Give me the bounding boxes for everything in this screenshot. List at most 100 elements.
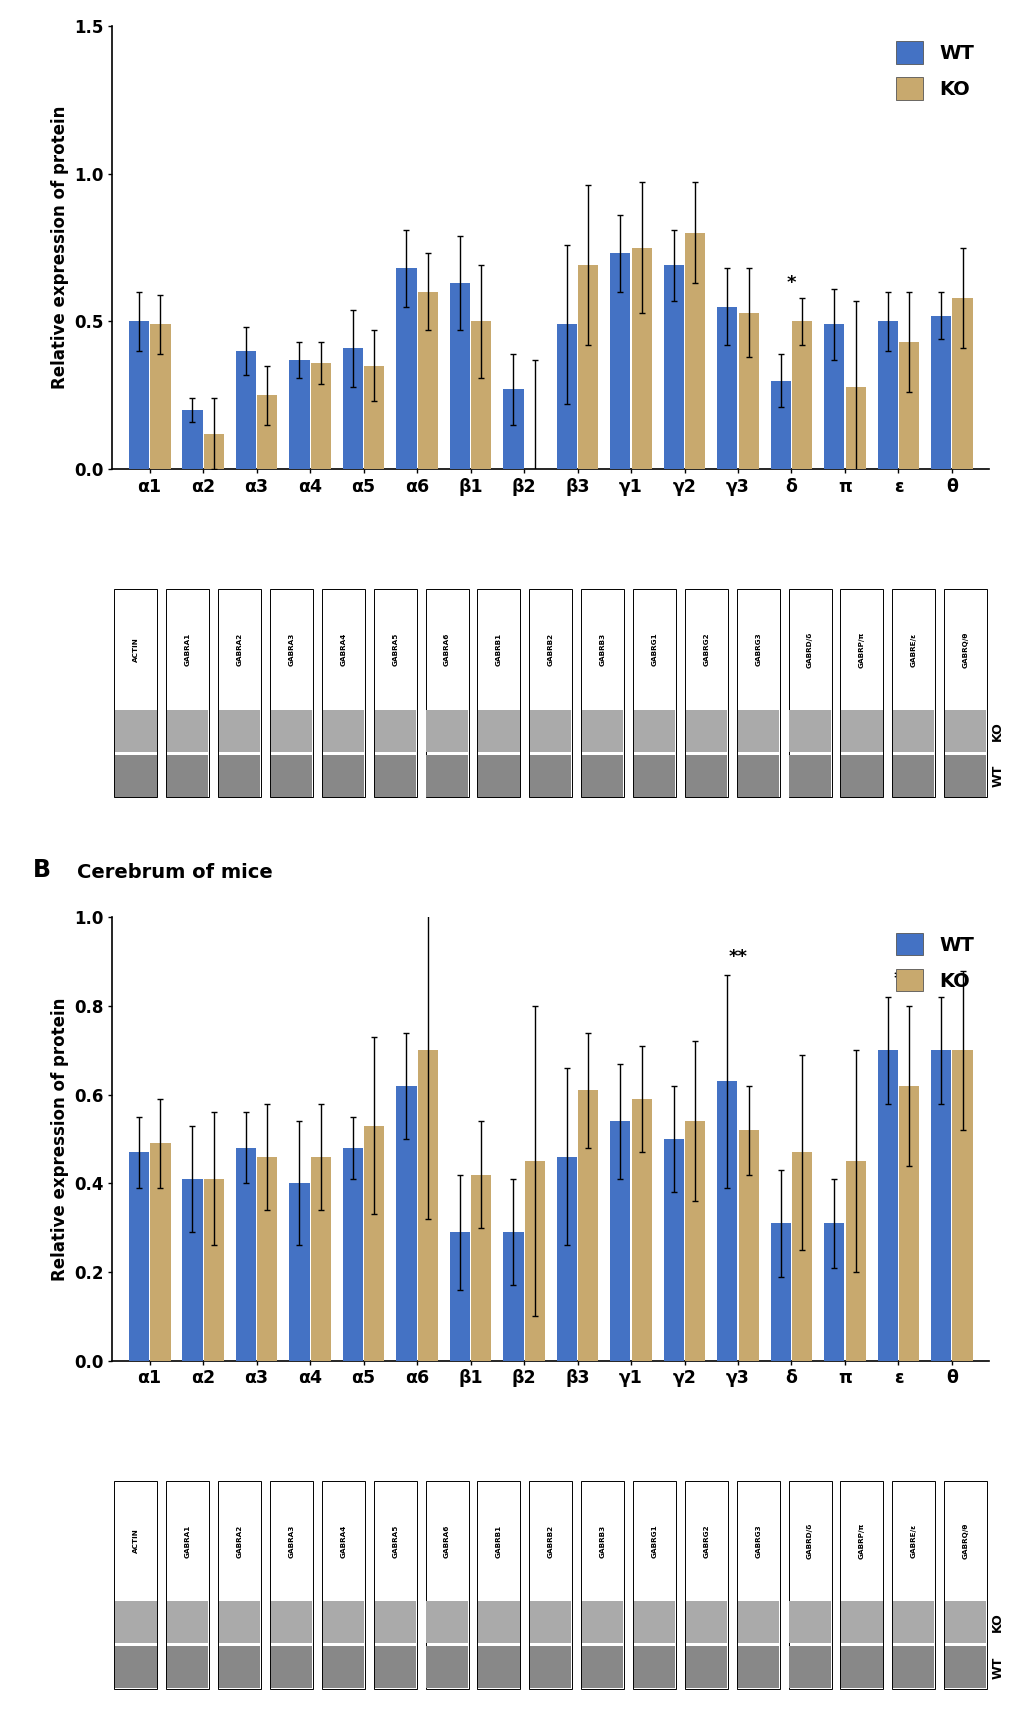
Bar xyxy=(952,1050,972,1361)
Bar xyxy=(235,351,256,469)
Bar xyxy=(417,1050,437,1361)
Bar xyxy=(578,265,598,469)
Text: GABRE/ε: GABRE/ε xyxy=(910,1525,916,1557)
Text: GABRB3: GABRB3 xyxy=(599,633,605,667)
Bar xyxy=(631,248,651,469)
Bar xyxy=(342,1148,363,1361)
Bar xyxy=(425,590,468,798)
Bar xyxy=(311,1157,330,1361)
Bar xyxy=(219,710,260,751)
Bar xyxy=(716,1081,737,1361)
Bar xyxy=(582,1647,623,1688)
Bar xyxy=(271,710,312,751)
Bar xyxy=(373,1480,417,1688)
Bar xyxy=(271,755,312,798)
Bar xyxy=(876,1050,897,1361)
Text: GABRQ/θ: GABRQ/θ xyxy=(962,1523,968,1559)
Bar xyxy=(342,347,363,469)
Text: GABRB1: GABRB1 xyxy=(495,1525,501,1557)
Bar xyxy=(581,590,624,798)
Bar xyxy=(789,1602,829,1643)
Bar xyxy=(150,1143,170,1361)
Bar xyxy=(663,1140,684,1361)
Bar xyxy=(685,755,727,798)
Bar xyxy=(737,1647,779,1688)
Bar xyxy=(581,1480,624,1688)
Text: GABRB2: GABRB2 xyxy=(547,633,553,667)
Bar xyxy=(530,710,571,751)
Bar xyxy=(789,1647,829,1688)
Bar xyxy=(218,1480,261,1688)
Bar xyxy=(289,1183,310,1361)
Legend: WT, KO: WT, KO xyxy=(890,927,978,997)
Text: GABRG3: GABRG3 xyxy=(754,633,760,667)
Bar xyxy=(892,590,934,798)
Bar xyxy=(529,1480,572,1688)
Bar xyxy=(845,387,865,469)
Bar xyxy=(737,710,779,751)
Bar xyxy=(426,755,468,798)
Bar xyxy=(631,1098,651,1361)
Bar xyxy=(115,710,157,751)
Bar xyxy=(898,1086,918,1361)
Bar xyxy=(115,1647,157,1688)
Bar xyxy=(944,590,986,798)
Text: GABRA2: GABRA2 xyxy=(236,633,243,667)
Bar xyxy=(322,755,364,798)
Text: GABRA6: GABRA6 xyxy=(443,1525,449,1557)
Text: GABRA2: GABRA2 xyxy=(236,1525,243,1557)
Bar xyxy=(685,232,705,469)
Bar xyxy=(218,590,261,798)
Bar xyxy=(841,710,881,751)
Text: *: * xyxy=(786,273,796,292)
Bar xyxy=(893,755,933,798)
Bar xyxy=(823,325,844,469)
Bar xyxy=(685,1647,727,1688)
Text: GABRB1: GABRB1 xyxy=(495,633,501,667)
Bar xyxy=(478,755,519,798)
Bar xyxy=(449,284,470,469)
Bar xyxy=(530,755,571,798)
Bar xyxy=(845,1162,865,1361)
Legend: WT, KO: WT, KO xyxy=(890,36,978,105)
Bar xyxy=(716,306,737,469)
Bar xyxy=(944,710,985,751)
Bar xyxy=(841,1647,881,1688)
Bar xyxy=(114,590,157,798)
Bar xyxy=(892,1480,934,1688)
Bar xyxy=(952,297,972,469)
Bar xyxy=(374,710,416,751)
Text: KO: KO xyxy=(990,1612,1003,1633)
Bar xyxy=(788,590,830,798)
Bar xyxy=(582,710,623,751)
Bar xyxy=(633,590,676,798)
Bar xyxy=(633,1602,675,1643)
Bar xyxy=(364,1126,384,1361)
Bar xyxy=(633,710,675,751)
Bar xyxy=(478,1647,519,1688)
Text: KO: KO xyxy=(990,720,1003,741)
Text: ACTIN: ACTIN xyxy=(132,638,139,662)
Bar xyxy=(235,1148,256,1361)
Bar xyxy=(789,710,829,751)
Bar xyxy=(271,1647,312,1688)
Bar xyxy=(426,1647,468,1688)
Bar xyxy=(930,1050,951,1361)
Bar xyxy=(166,1480,209,1688)
Bar xyxy=(270,1480,313,1688)
Text: WT: WT xyxy=(990,1657,1003,1679)
Bar xyxy=(876,321,897,469)
Bar xyxy=(128,321,149,469)
Text: GABRA5: GABRA5 xyxy=(392,1525,397,1557)
Bar xyxy=(322,1480,365,1688)
Bar xyxy=(374,1647,416,1688)
Bar xyxy=(738,1129,758,1361)
Bar xyxy=(792,1152,811,1361)
Text: GABRG1: GABRG1 xyxy=(651,1525,657,1557)
Text: GABRP/π: GABRP/π xyxy=(858,1523,864,1559)
Text: GABRA1: GABRA1 xyxy=(184,633,191,667)
Bar xyxy=(115,755,157,798)
Text: GABRA3: GABRA3 xyxy=(288,1525,294,1557)
Bar xyxy=(502,1233,523,1361)
Text: GABRE/ε: GABRE/ε xyxy=(910,633,916,667)
